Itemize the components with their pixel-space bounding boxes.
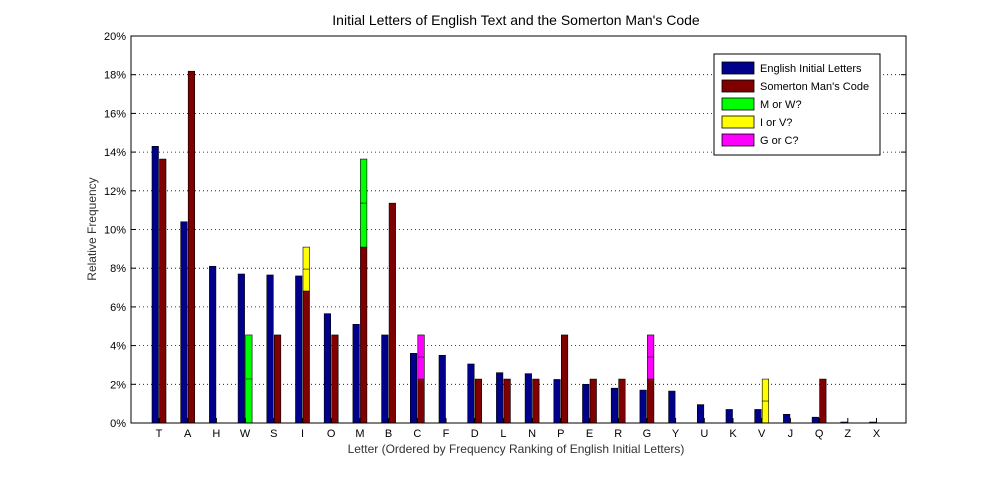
- bar-code-C: [417, 378, 425, 424]
- bar-english-B: [381, 334, 389, 424]
- bar-english-R: [610, 387, 619, 424]
- bar-code-T: [159, 158, 167, 424]
- bar-english-G: [639, 389, 647, 424]
- x-tick-label: B: [385, 428, 392, 440]
- x-tick-label: Z: [844, 428, 851, 440]
- x-tick-label: R: [614, 428, 622, 440]
- bar-english-L: [496, 372, 504, 424]
- bar-english-P: [553, 379, 561, 424]
- y-tick-label: 20%: [104, 31, 126, 43]
- bar-english-H: [209, 265, 217, 424]
- bar-english-S: [266, 274, 274, 424]
- bar-english-K: [725, 409, 733, 424]
- bar-code-P: [560, 334, 569, 424]
- y-axis-label: Relative Frequency: [85, 177, 99, 280]
- y-tick-label: 2%: [110, 379, 126, 391]
- x-tick-label: I: [301, 428, 304, 440]
- bar-english-T: [151, 145, 159, 424]
- x-tick-label: K: [729, 428, 737, 440]
- bar-english-F: [438, 354, 446, 424]
- x-tick-label: D: [471, 428, 479, 440]
- bar-english-U: [696, 404, 705, 424]
- x-tick-label: G: [643, 428, 652, 440]
- x-tick-label: J: [788, 428, 794, 440]
- bar-english-Y: [668, 390, 676, 424]
- bar-english-C: [409, 353, 418, 424]
- y-tick-label: 4%: [110, 341, 126, 353]
- bar-code-D: [474, 378, 483, 424]
- bar-english-W: [237, 273, 245, 424]
- x-tick-label: L: [500, 428, 506, 440]
- bar-code-L: [503, 378, 511, 424]
- bar-english-M: [352, 324, 360, 424]
- legend-label: I or V?: [760, 117, 792, 129]
- bar-code-M: [360, 246, 368, 424]
- bar-code-E: [589, 378, 597, 424]
- x-tick-label: M: [355, 428, 364, 440]
- y-tick-label: 16%: [104, 108, 126, 120]
- x-axis-label: Letter (Ordered by Frequency Ranking of …: [348, 442, 685, 456]
- bar-english-J: [783, 413, 791, 424]
- x-tick-label: T: [156, 428, 163, 440]
- x-tick-label: P: [557, 428, 564, 440]
- legend-label: G or C?: [760, 135, 799, 147]
- x-tick-label: C: [413, 428, 421, 440]
- y-tick-label: 8%: [110, 263, 126, 275]
- legend-label: M or W?: [760, 99, 802, 111]
- bar-english-D: [467, 363, 475, 424]
- bar-english-A: [180, 221, 188, 424]
- bar-code-I: [302, 290, 310, 424]
- x-tick-label: U: [700, 428, 708, 440]
- bar-code-A: [187, 70, 195, 424]
- bar-english-I: [295, 275, 303, 424]
- y-tick-label: 0%: [110, 418, 126, 430]
- x-tick-label: Q: [815, 428, 824, 440]
- bar-code-N: [532, 378, 540, 424]
- legend-label: English Initial Letters: [760, 63, 862, 75]
- bar-code-G: [647, 378, 655, 424]
- plot-frame: [130, 35, 907, 424]
- x-tick-label: E: [586, 428, 593, 440]
- x-tick-label: O: [327, 428, 336, 440]
- x-tick-label: N: [528, 428, 536, 440]
- x-tick-label: W: [240, 428, 251, 440]
- x-tick-label: X: [873, 428, 881, 440]
- legend-swatch: [721, 115, 755, 129]
- y-tick-label: 12%: [104, 186, 126, 198]
- bar-english-V: [754, 409, 762, 424]
- x-tick-label: V: [758, 428, 766, 440]
- y-tick-label: 10%: [104, 225, 126, 237]
- bar-code-Q: [819, 378, 827, 424]
- x-tick-label: H: [212, 428, 220, 440]
- bar-english-E: [582, 383, 590, 424]
- bar-code-B: [388, 202, 396, 424]
- legend-swatch: [721, 97, 755, 111]
- bar-english-N: [524, 373, 532, 424]
- x-tick-label: S: [270, 428, 277, 440]
- bar-english-Q: [811, 416, 819, 424]
- legend-swatch: [721, 61, 755, 75]
- x-tick-label: Y: [672, 428, 680, 440]
- legend-swatch: [721, 79, 755, 93]
- bar-english-O: [323, 313, 332, 424]
- legend-swatch: [721, 133, 755, 147]
- y-tick-label: 6%: [110, 302, 126, 314]
- legend-label: Somerton Man's Code: [760, 81, 869, 93]
- bar-code-R: [618, 378, 626, 424]
- bar-code-S: [273, 334, 282, 424]
- y-tick-label: 18%: [104, 70, 126, 82]
- chart-title: Initial Letters of English Text and the …: [332, 12, 700, 28]
- x-tick-label: A: [184, 428, 192, 440]
- x-tick-label: F: [443, 428, 450, 440]
- y-tick-label: 14%: [104, 147, 126, 159]
- bar-code-O: [331, 334, 339, 424]
